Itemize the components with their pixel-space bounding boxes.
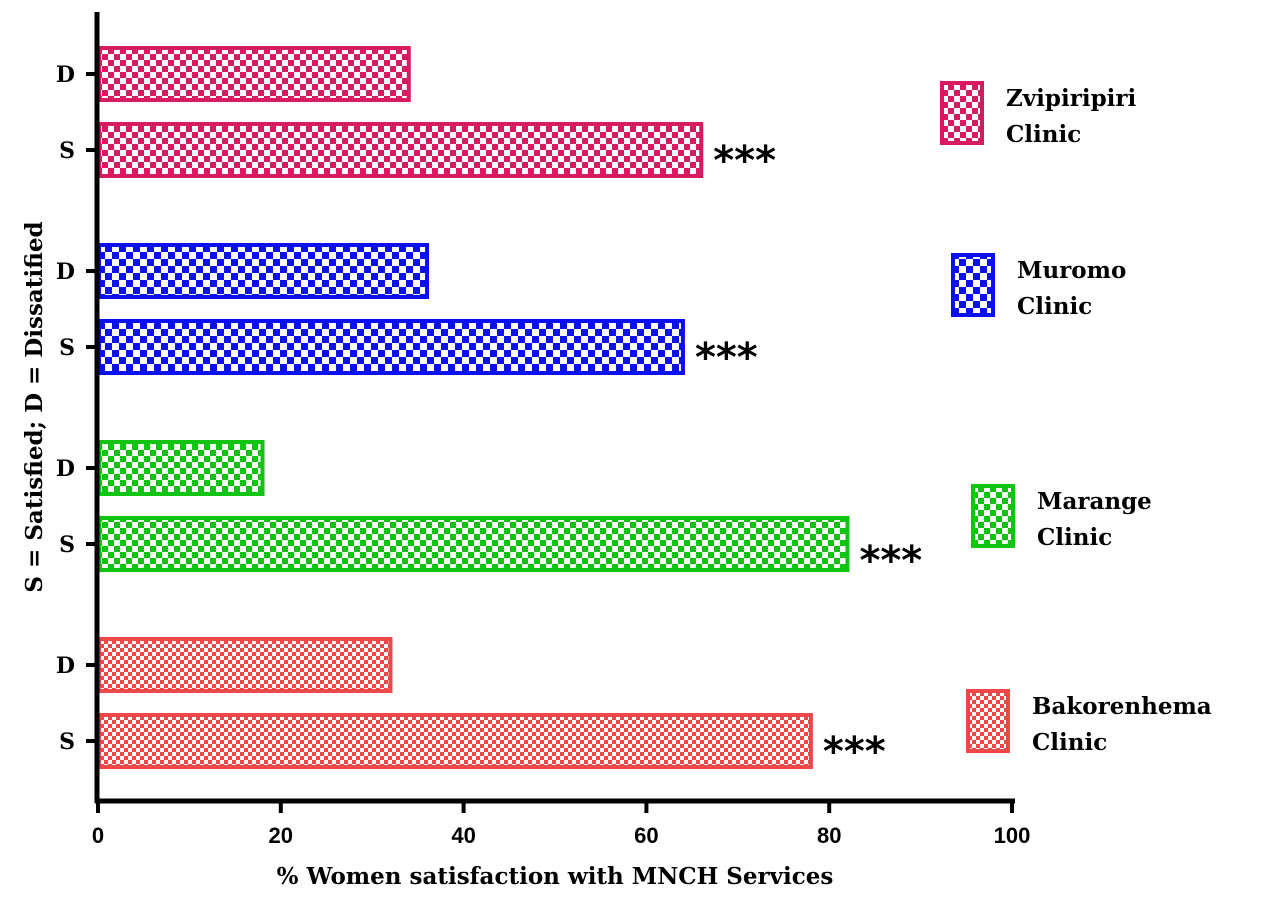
bar-bakorenhema-clinic-s [97, 713, 813, 769]
legend-swatch-marange-clinic [971, 484, 1015, 548]
legend-label-muromo-clinic-line1: Muromo [1017, 257, 1126, 284]
bars-layer [97, 46, 850, 769]
legend-swatch-bakorenhema-clinic [966, 689, 1010, 753]
x-tick-label-20: 20 [269, 823, 293, 848]
legend: Zvipiripiri Clinic Muromo Clinic Marange Clin… [940, 81, 1212, 756]
legend-label-marange-clinic-line1: Marange [1037, 488, 1152, 515]
legend-swatch-muromo-clinic [951, 253, 995, 317]
bar-marange-clinic-d [97, 440, 265, 496]
legend-label-marange-clinic-line2: Clinic [1037, 524, 1112, 551]
axes-layer [94, 12, 1015, 804]
bar-zvipiripiri-clinic-s [97, 122, 704, 178]
legend-label-muromo-clinic-line2: Clinic [1017, 293, 1092, 320]
category-label-marange-clinic-d: D [56, 456, 75, 482]
y-axis-title: S = Satisfied; D = Dissatified [21, 221, 48, 592]
legend-label-bakorenhema-clinic-line1: Bakorenhema [1032, 693, 1212, 720]
bar-bakorenhema-clinic-d [97, 637, 393, 693]
legend-swatch-zvipiripiri-clinic [940, 81, 984, 145]
bar-muromo-clinic-d [97, 243, 430, 299]
x-tick-label-100: 100 [994, 823, 1031, 848]
legend-label-zvipiripiri-clinic-line2: Clinic [1006, 121, 1081, 148]
x-tick-label-40: 40 [451, 823, 475, 848]
category-label-bakorenhema-clinic-s: S [59, 729, 75, 755]
x-axis-title: % Women satisfaction with MNCH Services [277, 863, 834, 890]
annotations-layer: *** *** *** *** [695, 138, 922, 775]
bar-zvipiripiri-clinic-d [97, 46, 411, 102]
legend-label-zvipiripiri-clinic-line1: Zvipiripiri [1006, 85, 1137, 112]
y-categories: D S D S D S D S [56, 62, 97, 755]
x-tick-label-60: 60 [634, 823, 658, 848]
significance-marker-muromo-clinic: *** [695, 335, 758, 381]
x-ticks: 0 20 40 60 80 100 [92, 801, 1030, 848]
bar-marange-clinic-s [97, 516, 850, 572]
significance-marker-bakorenhema-clinic: *** [823, 729, 886, 775]
category-label-bakorenhema-clinic-d: D [56, 653, 75, 679]
category-label-zvipiripiri-clinic-d: D [56, 62, 75, 88]
category-label-marange-clinic-s: S [59, 532, 75, 558]
legend-label-bakorenhema-clinic-line2: Clinic [1032, 729, 1107, 756]
category-label-muromo-clinic-d: D [56, 259, 75, 285]
x-tick-label-0: 0 [92, 823, 104, 848]
x-tick-label-80: 80 [817, 823, 841, 848]
significance-marker-marange-clinic: *** [859, 538, 922, 584]
bar-muromo-clinic-s [97, 319, 685, 375]
category-label-muromo-clinic-s: S [59, 335, 75, 361]
category-label-zvipiripiri-clinic-s: S [59, 138, 75, 164]
significance-marker-zvipiripiri-clinic: *** [713, 138, 776, 184]
